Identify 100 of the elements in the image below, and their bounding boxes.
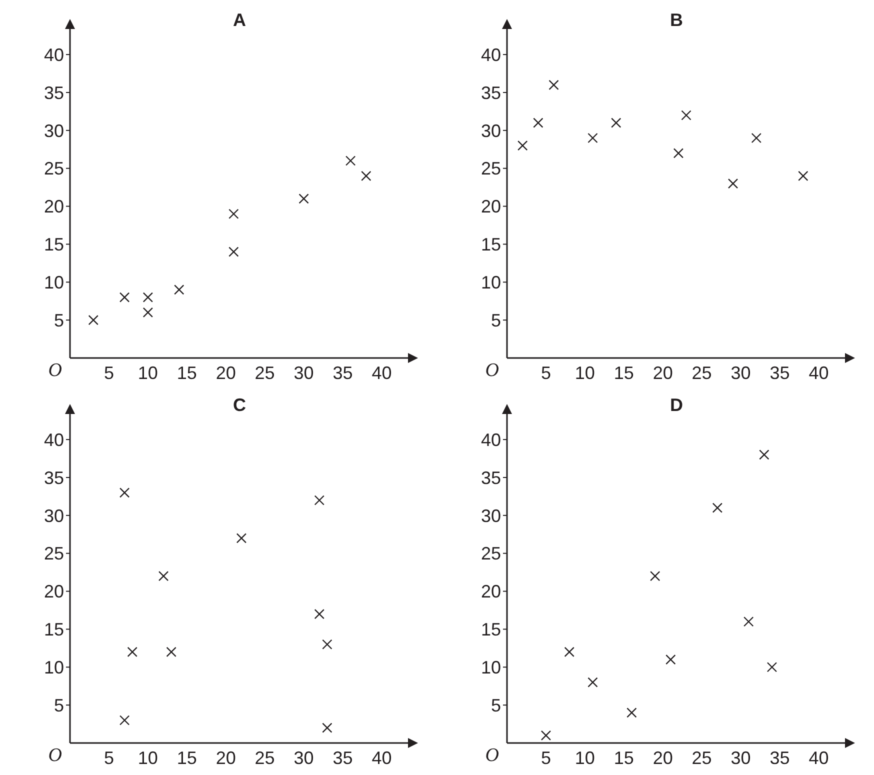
y-tick-label: 10 <box>480 658 501 678</box>
y-tick-label: 25 <box>480 158 501 179</box>
x-tick-label: 10 <box>574 748 595 768</box>
y-tick-label: 10 <box>44 658 64 678</box>
y-tick-label: 10 <box>480 272 501 293</box>
point <box>322 639 332 650</box>
point <box>588 677 598 688</box>
point <box>314 495 324 506</box>
point <box>673 148 684 158</box>
point <box>666 654 676 665</box>
chart-title: D <box>669 395 684 416</box>
x-tick-label: 10 <box>138 362 158 383</box>
y-tick-label: 30 <box>44 120 64 141</box>
y-tick-label: 20 <box>44 196 64 217</box>
x-tick-label: 20 <box>216 748 236 768</box>
x-tick-label: 15 <box>614 362 634 383</box>
point <box>142 307 154 318</box>
text: O <box>48 745 62 766</box>
point <box>298 194 309 204</box>
point <box>728 178 738 189</box>
x-tick-label: 25 <box>254 362 275 383</box>
y-tick-label: 5 <box>490 310 501 330</box>
point <box>174 284 184 295</box>
y-tick-label: 40 <box>44 44 64 65</box>
x-tick-label: 5 <box>104 748 114 768</box>
y-tick-label: 15 <box>480 234 501 255</box>
point <box>743 616 754 627</box>
x-tick-label: 25 <box>692 362 712 383</box>
x-tick-label: 15 <box>614 748 634 768</box>
point <box>548 80 559 90</box>
x-tick-label: 15 <box>176 748 197 768</box>
text: O <box>48 360 62 381</box>
point <box>564 646 574 658</box>
point <box>626 708 637 718</box>
x-tick-label: 35 <box>332 748 353 768</box>
point <box>712 502 723 513</box>
y-tick-label: 20 <box>480 582 501 602</box>
x-tick-label: 5 <box>540 362 551 383</box>
point <box>119 488 130 498</box>
x-tick-label: 30 <box>294 748 314 768</box>
y-tick-label: 25 <box>44 158 64 179</box>
point <box>228 208 239 219</box>
x-tick-label: 40 <box>372 748 392 768</box>
y-tick-label: 5 <box>490 695 501 716</box>
y-tick-label: 35 <box>44 82 64 103</box>
x-tick-label: 10 <box>574 362 595 383</box>
y-tick-label: 15 <box>44 234 64 255</box>
point <box>540 730 552 741</box>
x-tick-label: 5 <box>540 748 551 768</box>
x-tick-label: 10 <box>138 748 158 768</box>
point <box>166 646 176 658</box>
x-tick-label: 35 <box>770 362 790 383</box>
point <box>314 608 324 620</box>
y-tick-label: 30 <box>480 506 501 526</box>
point <box>361 170 372 182</box>
x-tick-label: 40 <box>808 362 829 383</box>
point <box>650 571 660 582</box>
x-tick-label: 35 <box>770 748 790 768</box>
x-tick-label: 5 <box>104 362 114 383</box>
x-tick-label: 30 <box>730 748 751 768</box>
chart-title: B <box>669 10 684 31</box>
point <box>158 571 169 582</box>
y-tick-label: 20 <box>480 196 501 217</box>
point <box>119 715 130 726</box>
text: O <box>485 360 500 381</box>
point <box>322 722 332 733</box>
point <box>681 110 692 120</box>
x-tick-label: 20 <box>216 362 236 383</box>
x-tick-label: 25 <box>692 748 712 768</box>
y-tick-label: 10 <box>44 272 64 293</box>
y-tick-label: 40 <box>480 430 501 450</box>
x-tick-label: 35 <box>332 362 353 383</box>
x-tick-label: 25 <box>254 748 275 768</box>
point <box>759 450 770 460</box>
point <box>127 646 138 658</box>
point <box>766 662 778 672</box>
point <box>751 132 762 144</box>
y-tick-label: 30 <box>480 120 501 141</box>
y-tick-label: 15 <box>44 620 64 640</box>
y-tick-label: 15 <box>480 620 501 640</box>
point <box>588 132 598 144</box>
y-tick-label: 5 <box>54 310 64 330</box>
x-tick-label: 30 <box>730 362 751 383</box>
point <box>798 170 808 182</box>
x-tick-label: 40 <box>808 748 829 768</box>
point <box>611 118 622 128</box>
y-tick-label: 5 <box>54 695 64 716</box>
chart-title: C <box>232 395 247 416</box>
chart-title: A <box>232 10 247 31</box>
x-tick-label: 20 <box>652 362 673 383</box>
text: O <box>485 745 500 766</box>
point <box>533 118 544 128</box>
x-tick-label: 30 <box>294 362 314 383</box>
y-tick-label: 40 <box>480 44 501 65</box>
point <box>228 246 239 257</box>
y-tick-label: 40 <box>44 430 64 450</box>
x-tick-label: 15 <box>176 362 197 383</box>
x-tick-label: 40 <box>372 362 392 383</box>
y-tick-label: 25 <box>480 544 501 564</box>
point <box>236 533 247 544</box>
